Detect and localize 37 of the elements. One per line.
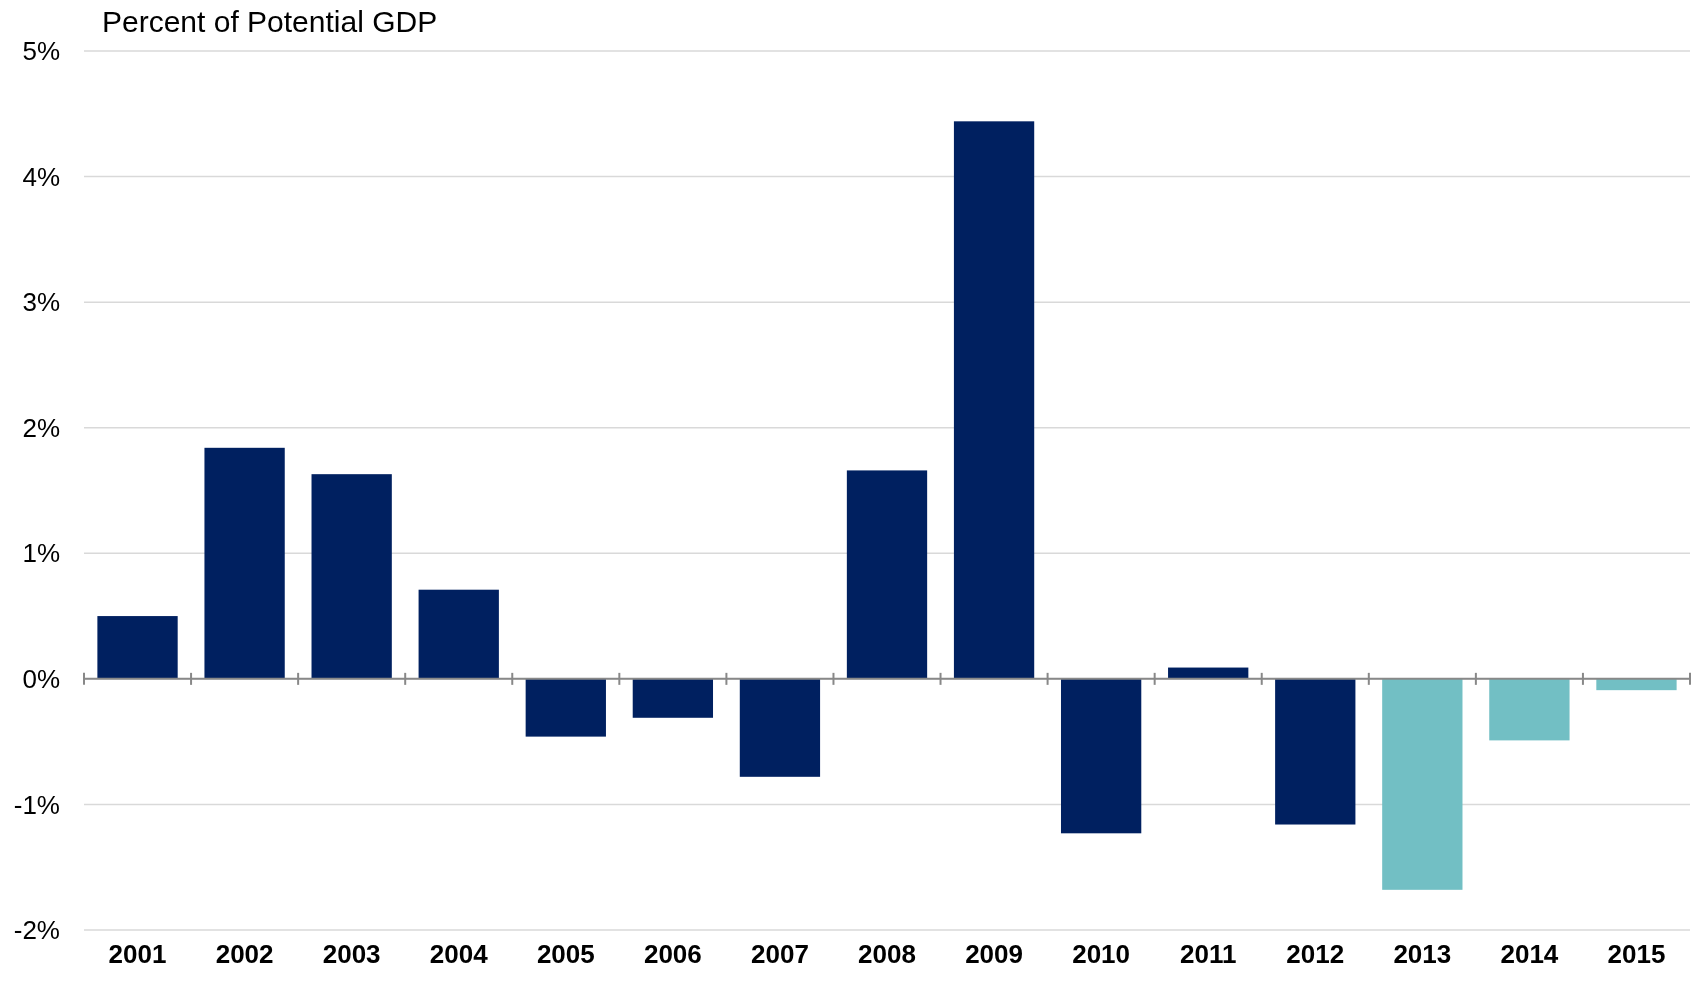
- bar: [1060, 678, 1142, 834]
- bar: [632, 678, 714, 718]
- y-tick-label: 4%: [22, 161, 60, 192]
- x-tick-label: 2014: [1500, 939, 1559, 969]
- bar: [418, 589, 499, 679]
- bar: [846, 470, 928, 679]
- bar: [525, 678, 606, 737]
- y-tick-label: 3%: [22, 287, 60, 318]
- y-tick-label: 2%: [22, 412, 60, 443]
- y-tick-label: 5%: [22, 36, 60, 67]
- x-tick-label: 2002: [215, 939, 274, 969]
- bar: [1275, 678, 1356, 825]
- x-tick-label: 2010: [1072, 939, 1131, 969]
- bar: [311, 474, 392, 679]
- y-tick-label: 0%: [22, 663, 60, 694]
- x-tick-label: 2005: [536, 939, 595, 969]
- x-tick-label: 2003: [322, 939, 381, 969]
- bar: [1489, 678, 1570, 741]
- y-tick-label: -2%: [13, 915, 60, 946]
- x-tick-label: 2004: [429, 939, 489, 969]
- x-tick-label: 2011: [1180, 939, 1237, 969]
- x-tick-label: 2009: [965, 939, 1023, 969]
- x-tick-label: 2001: [108, 939, 167, 969]
- x-tick-label: 2012: [1286, 939, 1345, 969]
- bar: [97, 616, 178, 679]
- bar: [1382, 678, 1463, 890]
- x-tick-label: 2008: [858, 939, 916, 969]
- bar: [739, 678, 821, 777]
- y-tick-label: -1%: [13, 789, 60, 820]
- chart-title: Percent of Potential GDP: [102, 5, 438, 38]
- x-tick-label: 2007: [751, 939, 809, 969]
- x-tick-label: 2015: [1607, 939, 1666, 969]
- bar: [204, 447, 285, 679]
- y-tick-label: 1%: [22, 538, 60, 569]
- bar: [953, 121, 1035, 679]
- x-tick-label: 2006: [643, 939, 702, 969]
- x-tick-label: 2013: [1393, 939, 1452, 969]
